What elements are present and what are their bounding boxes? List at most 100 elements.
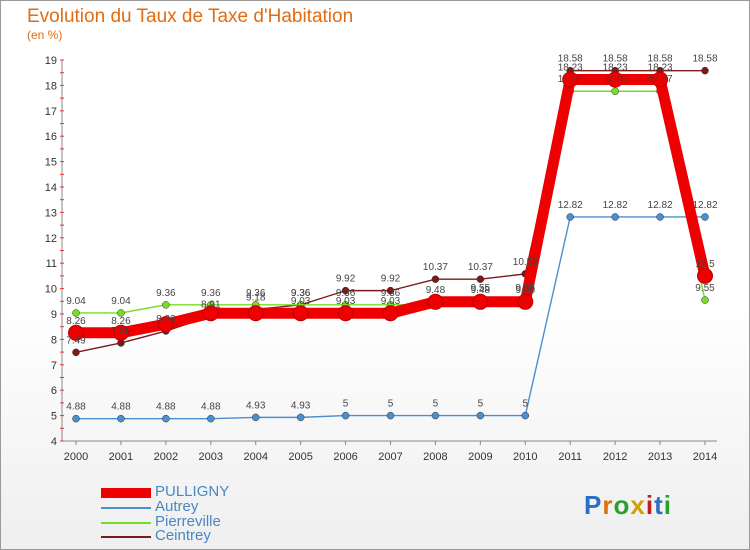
legend-swatch-pulligny — [101, 488, 151, 498]
series-point — [656, 213, 664, 221]
y-tick-label: 17 — [45, 106, 57, 118]
x-tick-label: 2004 — [243, 451, 267, 463]
series-point — [296, 413, 305, 422]
proxiti-logo: Proxiti — [584, 490, 672, 520]
data-label: 9.04 — [111, 296, 131, 307]
series-point — [652, 71, 669, 88]
x-tick-label: 2007 — [378, 451, 402, 463]
data-label: 5 — [523, 399, 529, 410]
series-point — [117, 414, 125, 423]
legend-label-autrey: Autrey — [155, 498, 199, 515]
data-label: 9.36 — [381, 288, 401, 299]
series-point — [697, 267, 713, 284]
data-label: 18.58 — [603, 54, 628, 65]
data-label: 9.36 — [156, 288, 176, 299]
data-label: 18.58 — [558, 54, 583, 65]
x-tick-label: 2013 — [648, 451, 672, 463]
data-label: 17.77 — [648, 74, 673, 85]
series-point — [202, 305, 219, 322]
y-tick-label: 13 — [45, 207, 57, 219]
x-tick-label: 2006 — [333, 451, 357, 463]
series-point — [382, 305, 399, 322]
data-label: 4.88 — [111, 402, 131, 413]
series-point — [521, 411, 530, 420]
series-point — [472, 293, 489, 310]
data-label: 9.55 — [471, 283, 491, 294]
legend-swatch-pierreville — [101, 522, 151, 524]
data-label: 5 — [388, 399, 394, 410]
legend-label-ceintrey: Ceintrey — [155, 527, 211, 544]
series-point — [72, 414, 80, 423]
data-label: 9.92 — [336, 274, 356, 285]
series-point — [476, 275, 485, 283]
data-label: 5 — [478, 399, 484, 410]
data-label: 18.23 — [558, 63, 583, 74]
data-label: 9.36 — [201, 288, 221, 299]
legend-label-pulligny: PULLIGNY — [155, 483, 230, 500]
data-label: 12.82 — [648, 200, 673, 211]
data-label: 12.82 — [692, 200, 717, 211]
data-label: 9.48 — [516, 285, 536, 296]
y-tick-label: 14 — [45, 182, 57, 194]
x-tick-label: 2003 — [199, 451, 223, 463]
x-tick-label: 2009 — [468, 451, 492, 463]
data-label: 9.48 — [471, 285, 491, 296]
data-label: 18.58 — [648, 54, 673, 65]
x-tick-label: 2011 — [558, 451, 582, 463]
data-label: 9.92 — [381, 274, 401, 285]
series-point — [251, 413, 260, 422]
data-label: 18.23 — [603, 63, 628, 74]
axes: 4 5 6 7 8 9 10 11 12 13 14 15 16 17 18 19 2000 2001 2002 20… — [45, 55, 717, 463]
y-tick-label: 8 — [51, 334, 57, 346]
data-label: 9.18 — [246, 292, 266, 303]
legend-swatch-autrey — [101, 507, 151, 509]
series-point — [72, 309, 80, 317]
y-tick-label: 5 — [51, 411, 57, 423]
data-label: 4.88 — [66, 402, 86, 413]
data-label: 8.26 — [66, 316, 86, 327]
y-tick-label: 7 — [51, 360, 57, 372]
data-label: 12.82 — [603, 200, 628, 211]
series-point — [337, 305, 354, 322]
data-label: 18.23 — [648, 63, 673, 74]
data-label: 4.93 — [246, 400, 266, 411]
series-point — [112, 324, 129, 341]
data-label: 5 — [343, 399, 349, 410]
x-tick-label: 2005 — [288, 451, 312, 463]
y-tick-label: 18 — [45, 80, 57, 92]
series-point — [566, 213, 574, 221]
series-point — [386, 286, 395, 295]
data-label: 9.36 — [246, 288, 266, 299]
data-label: 10.37 — [423, 262, 448, 273]
y-tick-label: 11 — [46, 258, 57, 270]
series-autrey — [72, 213, 709, 423]
series-point — [607, 71, 624, 88]
series-point — [68, 324, 84, 341]
y-tick-label: 12 — [45, 233, 57, 245]
data-label: 10.37 — [468, 262, 493, 273]
x-tick-label: 2008 — [423, 451, 447, 463]
data-label: 8.26 — [111, 316, 131, 327]
y-tick-label: 10 — [45, 284, 57, 296]
series-point — [701, 213, 709, 221]
data-label: 17.77 — [603, 74, 628, 85]
data-label: 10.5 — [695, 259, 715, 270]
data-label: 9.03 — [336, 296, 356, 307]
series-point — [292, 305, 309, 322]
series-layer — [68, 66, 713, 423]
y-tick-label: 9 — [51, 309, 57, 321]
data-label: 9.48 — [426, 285, 446, 296]
data-label: 4.93 — [291, 400, 311, 411]
series-point — [207, 414, 215, 423]
series-point — [431, 275, 440, 283]
x-tick-label: 2002 — [154, 451, 178, 463]
series-point — [701, 66, 709, 75]
chart-title: Evolution du Taux de Taxe d'Habitation — [27, 6, 354, 27]
data-label: 9.36 — [291, 288, 311, 299]
series-point — [157, 316, 174, 333]
data-label: 9.03 — [381, 296, 401, 307]
data-label: 7.49 — [66, 335, 86, 346]
series-pulligny — [68, 71, 713, 341]
data-label: 7.86 — [111, 326, 131, 337]
